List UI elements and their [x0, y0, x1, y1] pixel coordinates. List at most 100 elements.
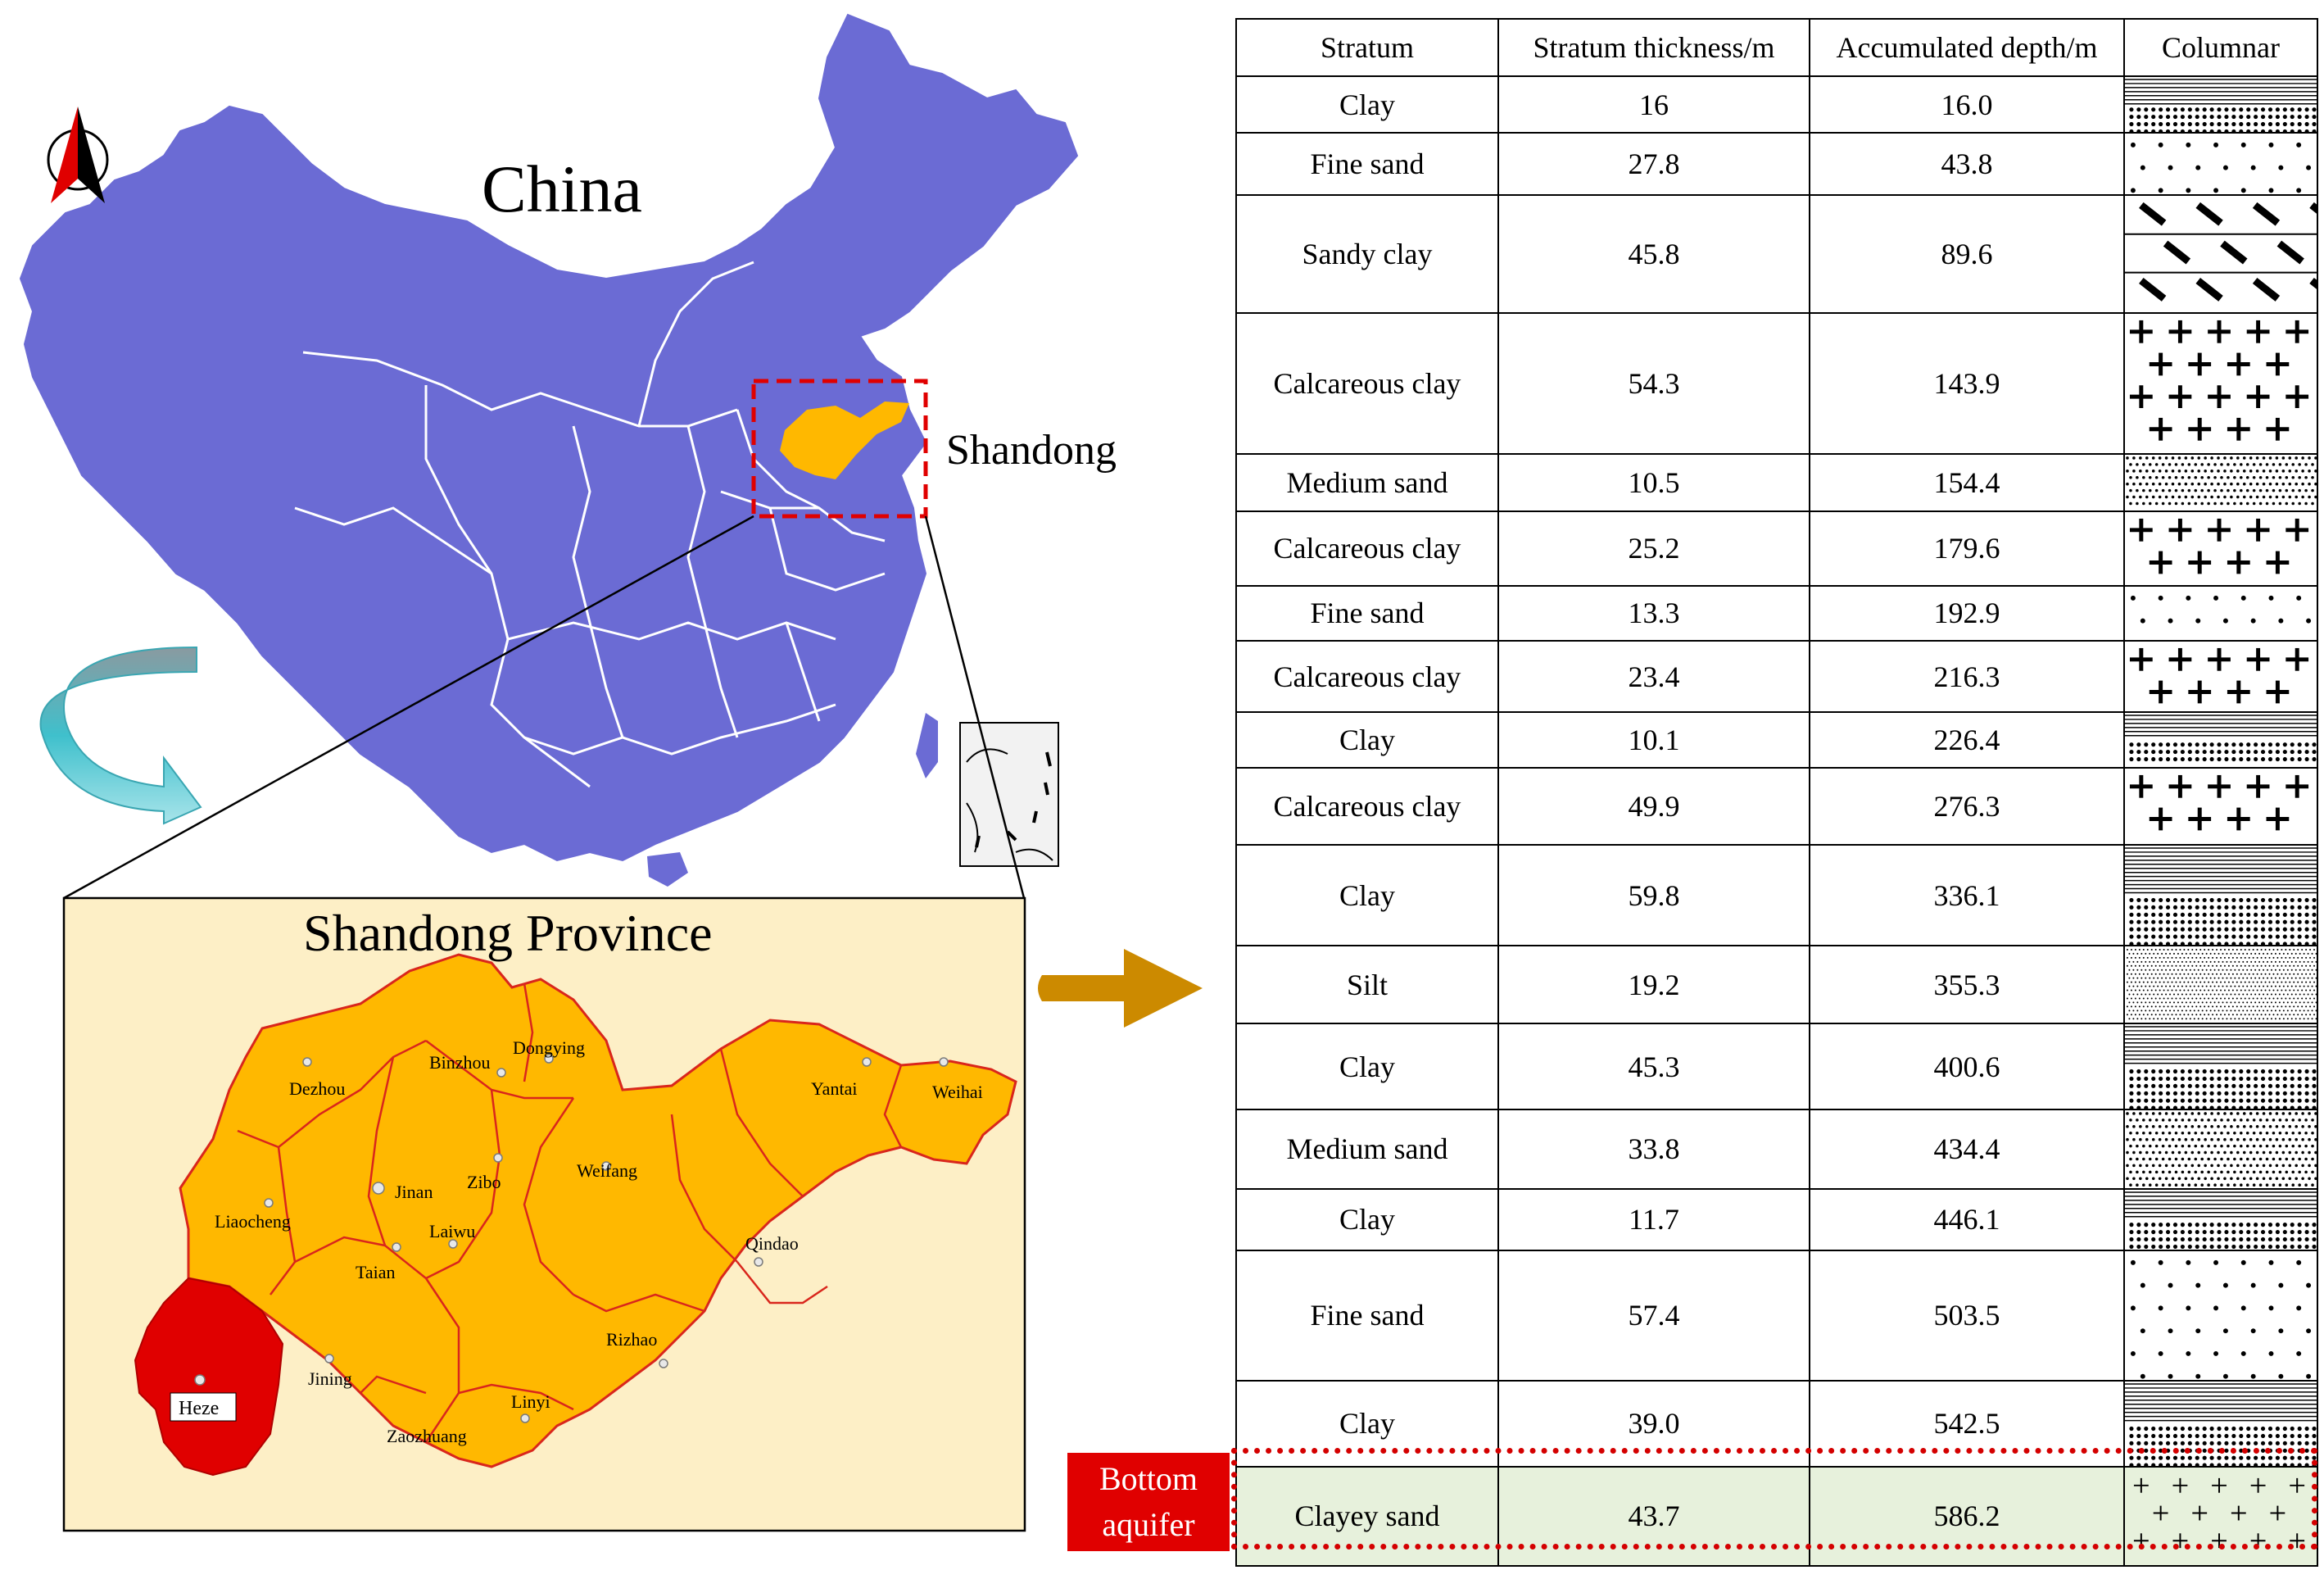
- city-label-binzhou: Binzhou: [429, 1052, 491, 1073]
- cell-thickness: 33.8: [1497, 1109, 1810, 1190]
- cell-stratum: Clay: [1235, 1379, 1499, 1468]
- country-label: China: [482, 152, 642, 226]
- province-borders: [294, 261, 886, 788]
- strata-body: Clay 16 16.0 Fine sand 27.8 43.8 Sandy clay 45.…: [1235, 75, 2318, 1567]
- calcareous-clay-pattern-icon: [2129, 320, 2309, 441]
- cell-stratum: Calcareous clay: [1235, 640, 1499, 714]
- cell-depth: 192.9: [1809, 584, 2125, 642]
- cell-depth: 216.3: [1809, 640, 2125, 714]
- cell-thickness: 39.0: [1497, 1379, 1810, 1468]
- cell-thickness: 10.5: [1497, 453, 1810, 512]
- cell-thickness: 45.3: [1497, 1023, 1810, 1111]
- city-label-heze: Heze: [179, 1398, 219, 1419]
- cell-thickness: 59.8: [1497, 844, 1810, 947]
- cell-depth: 434.4: [1809, 1109, 2125, 1190]
- city-label-jinan: Jinan: [395, 1182, 433, 1202]
- cell-thickness: 54.3: [1497, 311, 1810, 456]
- table-row: Calcareous clay 25.2 179.6: [1235, 510, 2318, 587]
- hainan-island: [647, 852, 688, 887]
- header-thickness: Stratum thickness/m: [1497, 18, 1810, 77]
- cell-columnar: [2123, 584, 2318, 642]
- cell-thickness: 11.7: [1497, 1187, 1810, 1251]
- header-columnar: Columnar: [2123, 18, 2318, 77]
- cell-stratum: Medium sand: [1235, 453, 1499, 512]
- cell-stratum: Clay: [1235, 1187, 1499, 1251]
- cell-columnar: [2123, 510, 2318, 587]
- cell-thickness: 49.9: [1497, 766, 1810, 846]
- cell-thickness: 57.4: [1497, 1249, 1810, 1382]
- cell-depth: 503.5: [1809, 1249, 2125, 1382]
- medium-sand-pattern-icon: [2126, 1112, 2317, 1187]
- cell-thickness: 19.2: [1497, 945, 1810, 1025]
- medium-sand-pattern-icon: [2126, 456, 2317, 506]
- cell-thickness: 10.1: [1497, 711, 1810, 769]
- city-borders: [237, 982, 903, 1443]
- city-label-zibo: Zibo: [467, 1172, 501, 1192]
- cell-stratum: Calcareous clay: [1235, 766, 1499, 846]
- cell-columnar: [2123, 75, 2318, 134]
- table-row: Clayey sand 43.7 586.2: [1235, 1465, 2318, 1567]
- city-label-qindao: Qindao: [745, 1233, 799, 1254]
- table-row: Calcareous clay 54.3 143.9: [1235, 311, 2318, 456]
- curved-arrow-icon: [39, 646, 202, 825]
- calcareous-clay-pattern-icon: [2129, 774, 2309, 831]
- north-arrow-icon: [47, 107, 109, 203]
- cell-depth: 154.4: [1809, 453, 2125, 512]
- cell-depth: 179.6: [1809, 510, 2125, 587]
- cell-stratum: Clay: [1235, 711, 1499, 769]
- city-label-laiwu: Laiwu: [429, 1221, 475, 1241]
- sandy-clay-pattern-icon: [2125, 202, 2317, 302]
- cell-columnar: [2123, 132, 2318, 196]
- city-label-rizhao: Rizhao: [606, 1329, 657, 1350]
- cell-stratum: Fine sand: [1235, 1249, 1499, 1382]
- table-row: Sandy clay 45.8 89.6: [1235, 193, 2318, 314]
- cell-thickness: 13.3: [1497, 584, 1810, 642]
- cell-depth: 276.3: [1809, 766, 2125, 846]
- heze-label-box: [170, 1392, 237, 1422]
- city-label-weihai: Weihai: [932, 1082, 983, 1102]
- header-depth: Accumulated depth/m: [1809, 18, 2125, 77]
- cell-stratum: Clay: [1235, 1023, 1499, 1111]
- city-markers: [194, 1054, 949, 1423]
- table-row: Fine sand 27.8 43.8: [1235, 132, 2318, 196]
- clay-pattern-icon: [2125, 1382, 2317, 1466]
- cell-depth: 542.5: [1809, 1379, 2125, 1468]
- table-row: Calcareous clay 23.4 216.3: [1235, 640, 2318, 714]
- table-row: Clay 59.8 336.1: [1235, 844, 2318, 947]
- header-stratum: Stratum: [1235, 18, 1499, 77]
- inset-title: Shandong Province: [303, 904, 713, 962]
- table-row: Medium sand 10.5 154.4: [1235, 453, 2318, 512]
- city-label-jining: Jining: [308, 1368, 352, 1389]
- clay-pattern-icon: [2125, 1026, 2317, 1109]
- cell-depth: 43.8: [1809, 132, 2125, 196]
- cell-columnar: [2123, 640, 2318, 714]
- cell-columnar: [2123, 1109, 2318, 1190]
- cell-stratum: Sandy clay: [1235, 193, 1499, 314]
- table-row: Clay 11.7 446.1: [1235, 1187, 2318, 1251]
- city-label-weifang: Weifang: [577, 1160, 637, 1181]
- clay-pattern-icon: [2125, 1191, 2317, 1249]
- cell-thickness: 43.7: [1497, 1465, 1810, 1567]
- clay-pattern-icon: [2125, 79, 2317, 133]
- table-row: Calcareous clay 49.9 276.3: [1235, 766, 2318, 846]
- cell-thickness: 16: [1497, 75, 1810, 134]
- fine-sand-pattern-icon: [2130, 1259, 2312, 1379]
- cell-thickness: 45.8: [1497, 193, 1810, 314]
- cell-thickness: 23.4: [1497, 640, 1810, 714]
- cell-thickness: 27.8: [1497, 132, 1810, 196]
- clayey-sand-pattern-icon: [2133, 1477, 2305, 1548]
- taiwan-island: [916, 713, 938, 778]
- cell-columnar: [2123, 453, 2318, 512]
- cell-stratum: Silt: [1235, 945, 1499, 1025]
- cell-stratum: Fine sand: [1235, 584, 1499, 642]
- cell-thickness: 25.2: [1497, 510, 1810, 587]
- province-label: Shandong: [946, 427, 1117, 474]
- table-row: Clay 16 16.0: [1235, 75, 2318, 134]
- cell-columnar: [2123, 311, 2318, 456]
- cell-stratum: Clayey sand: [1235, 1465, 1499, 1567]
- calcareous-clay-pattern-icon: [2129, 518, 2309, 574]
- cell-columnar: [2123, 1187, 2318, 1251]
- city-label-liaocheng: Liaocheng: [215, 1211, 291, 1232]
- table-row: Clay 39.0 542.5: [1235, 1379, 2318, 1468]
- cell-columnar: [2123, 1379, 2318, 1468]
